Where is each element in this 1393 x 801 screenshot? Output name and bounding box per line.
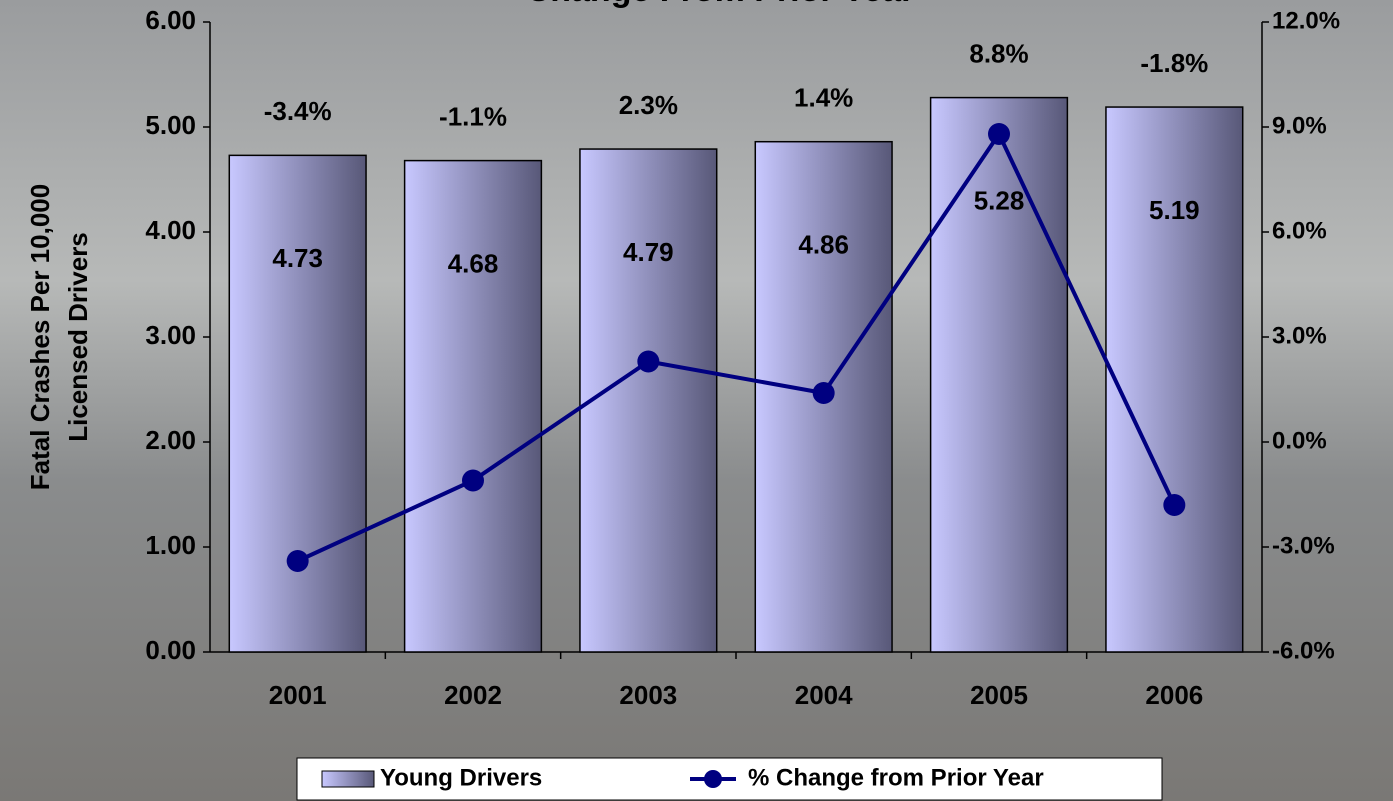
chart-title: Change From Prior Year: [526, 0, 915, 9]
bar: [1105, 106, 1244, 653]
bar-value-label: 5.19: [1149, 195, 1200, 225]
bar: [579, 148, 718, 653]
line-marker: [286, 550, 309, 572]
line-value-label: 1.4%: [794, 83, 853, 113]
y-tick-label: 6.00: [145, 5, 196, 35]
y-tick-label: 2.00: [145, 425, 196, 455]
line-marker: [462, 469, 484, 492]
x-tick-label: 2005: [970, 680, 1028, 710]
y2-tick-label: 9.0%: [1272, 112, 1327, 139]
x-tick-label: 2001: [269, 680, 327, 710]
y-axis-label: Fatal Crashes Per 10,000: [25, 184, 55, 490]
line-marker: [1163, 494, 1186, 516]
bar-value-label: 4.73: [272, 243, 323, 273]
line-value-label: 2.3%: [619, 90, 678, 120]
legend-label: Young Drivers: [380, 764, 542, 791]
bar-value-label: 5.28: [974, 185, 1025, 215]
legend-label: % Change from Prior Year: [748, 764, 1044, 791]
bar-value-label: 4.79: [623, 237, 674, 267]
legend-swatch: [321, 770, 375, 788]
line-marker: [812, 382, 835, 404]
y-tick-label: 4.00: [145, 215, 196, 245]
bar: [228, 154, 367, 653]
y2-tick-label: 3.0%: [1272, 322, 1327, 349]
legend-swatch: [704, 770, 722, 788]
line: [296, 129, 1177, 563]
bar-value-label: 4.86: [798, 230, 849, 260]
y-tick-label: 5.00: [145, 110, 196, 140]
y-tick-label: 0.00: [145, 635, 196, 665]
line-value-label: -1.8%: [1140, 48, 1208, 78]
line-marker: [637, 350, 660, 373]
x-tick-label: 2004: [795, 680, 853, 710]
line-marker: [988, 123, 1010, 145]
y2-tick-label: 0.0%: [1272, 427, 1327, 454]
x-tick-label: 2003: [619, 680, 677, 710]
y-tick-label: 1.00: [145, 530, 196, 560]
y2-tick-label: -3.0%: [1272, 532, 1335, 559]
y-tick-label: 3.00: [145, 320, 196, 350]
x-tick-label: 2006: [1145, 680, 1203, 710]
bar: [403, 159, 543, 653]
y-axis-label: Licensed Drivers: [63, 232, 93, 442]
bar: [929, 96, 1069, 653]
line-value-label: 8.8%: [969, 38, 1028, 68]
x-tick-label: 2002: [444, 680, 502, 710]
line-value-label: -3.4%: [264, 96, 332, 126]
y2-tick-label: -6.0%: [1272, 637, 1335, 664]
bar-value-label: 4.68: [448, 248, 499, 278]
y2-tick-label: 12.0%: [1272, 7, 1340, 34]
line-value-label: -1.1%: [439, 101, 507, 131]
y2-tick-label: 6.0%: [1272, 217, 1327, 244]
